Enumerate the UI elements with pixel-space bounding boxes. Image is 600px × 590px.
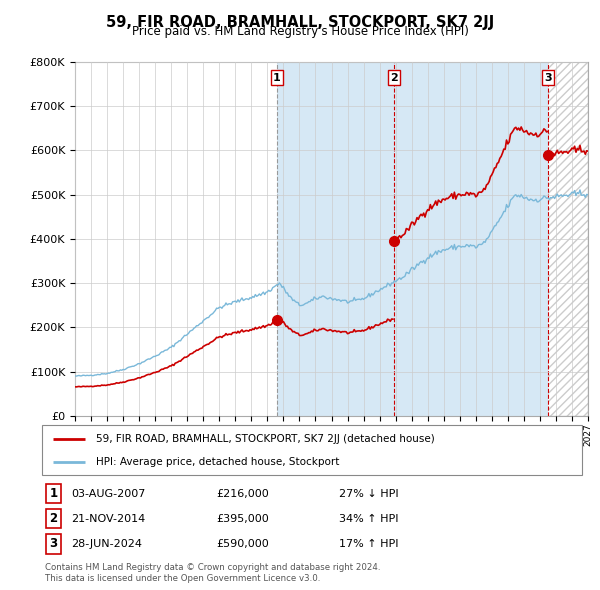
Text: Contains HM Land Registry data © Crown copyright and database right 2024.: Contains HM Land Registry data © Crown c… — [45, 563, 380, 572]
FancyBboxPatch shape — [46, 535, 61, 553]
Text: Price paid vs. HM Land Registry's House Price Index (HPI): Price paid vs. HM Land Registry's House … — [131, 25, 469, 38]
Text: 28-JUN-2024: 28-JUN-2024 — [71, 539, 142, 549]
Text: 2: 2 — [390, 73, 397, 83]
Text: £216,000: £216,000 — [216, 489, 269, 499]
Text: 1: 1 — [273, 73, 281, 83]
Text: £395,000: £395,000 — [216, 514, 269, 523]
Text: 17% ↑ HPI: 17% ↑ HPI — [339, 539, 398, 549]
Text: 1: 1 — [49, 487, 58, 500]
FancyBboxPatch shape — [42, 425, 582, 475]
Text: 59, FIR ROAD, BRAMHALL, STOCKPORT, SK7 2JJ (detached house): 59, FIR ROAD, BRAMHALL, STOCKPORT, SK7 2… — [96, 434, 435, 444]
Bar — [277, 62, 548, 416]
Text: £590,000: £590,000 — [216, 539, 269, 549]
FancyBboxPatch shape — [46, 484, 61, 503]
Text: 2: 2 — [49, 512, 58, 525]
Text: 3: 3 — [544, 73, 552, 83]
Text: 27% ↓ HPI: 27% ↓ HPI — [339, 489, 398, 499]
Text: 03-AUG-2007: 03-AUG-2007 — [71, 489, 145, 499]
Text: This data is licensed under the Open Government Licence v3.0.: This data is licensed under the Open Gov… — [45, 574, 320, 583]
Text: 21-NOV-2014: 21-NOV-2014 — [71, 514, 145, 523]
FancyBboxPatch shape — [46, 509, 61, 528]
Text: 34% ↑ HPI: 34% ↑ HPI — [339, 514, 398, 523]
Text: 3: 3 — [49, 537, 58, 550]
Text: HPI: Average price, detached house, Stockport: HPI: Average price, detached house, Stoc… — [96, 457, 340, 467]
Text: 59, FIR ROAD, BRAMHALL, STOCKPORT, SK7 2JJ: 59, FIR ROAD, BRAMHALL, STOCKPORT, SK7 2… — [106, 15, 494, 30]
Bar — [548, 62, 588, 416]
